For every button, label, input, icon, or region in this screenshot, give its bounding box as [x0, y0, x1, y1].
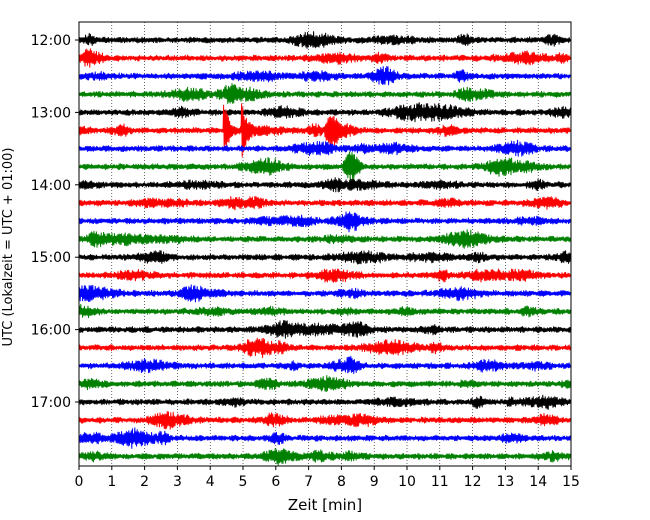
y-tick-label-0: 12:00: [31, 33, 71, 49]
trace-row-4: [78, 102, 571, 123]
trace-row-10: [78, 211, 571, 233]
x-axis-label: Zeit [min]: [288, 496, 362, 514]
trace-row-21: [78, 411, 571, 430]
trace-row-14: [78, 284, 571, 303]
x-tick-label-8: 8: [337, 474, 346, 490]
trace-row-12: [78, 249, 571, 265]
vertical-gridlines: [111, 22, 539, 466]
seismogram-traces: [78, 31, 571, 466]
trace-row-23: [78, 448, 571, 466]
trace-row-5: [78, 103, 571, 158]
x-tick-label-15: 15: [562, 474, 580, 490]
x-axis-ticks: 0 1 2 3 4 5 6 7 8 9 10 11 12 13 14 15: [75, 466, 580, 490]
y-tick-label-3: 15:00: [31, 250, 71, 266]
trace-row-8: [78, 177, 571, 193]
x-tick-label-10: 10: [398, 474, 416, 490]
plot-frame: [78, 21, 572, 467]
x-tick-label-11: 11: [431, 474, 449, 490]
y-tick-label-2: 14:00: [31, 178, 71, 194]
trace-row-13: [78, 268, 571, 283]
x-tick-label-2: 2: [140, 474, 149, 490]
x-tick-label-4: 4: [206, 474, 215, 490]
x-tick-label-6: 6: [271, 474, 280, 490]
x-tick-label-0: 0: [75, 474, 84, 490]
trace-row-18: [78, 355, 571, 374]
trace-row-19: [78, 375, 571, 393]
trace-row-17: [78, 337, 571, 359]
y-tick-label-1: 13:00: [31, 105, 71, 121]
x-tick-label-12: 12: [464, 474, 482, 490]
x-tick-label-1: 1: [107, 474, 116, 490]
x-tick-label-13: 13: [496, 474, 514, 490]
trace-row-6: [78, 139, 571, 157]
x-tick-label-3: 3: [173, 474, 182, 490]
y-axis-label: UTC (Lokalzeit = UTC + 01:00): [1, 148, 16, 347]
y-tick-label-5: 17:00: [31, 395, 71, 411]
trace-row-20: [78, 394, 571, 410]
trace-row-1: [78, 48, 571, 68]
trace-row-15: [78, 303, 571, 319]
y-axis-ticks: 12:00 13:00 14:00 15:00 16:00 17:00: [31, 33, 79, 411]
trace-row-7: [78, 151, 571, 183]
trace-row-2: [78, 66, 571, 86]
trace-row-11: [78, 229, 571, 249]
y-tick-label-4: 16:00: [31, 323, 71, 339]
x-tick-label-5: 5: [239, 474, 248, 490]
x-tick-label-7: 7: [304, 474, 313, 490]
trace-row-0: [78, 31, 571, 49]
trace-row-3: [78, 83, 571, 104]
trace-row-16: [78, 320, 571, 339]
x-tick-label-9: 9: [370, 474, 379, 490]
x-tick-label-14: 14: [529, 474, 547, 490]
trace-row-9: [78, 196, 571, 211]
trace-row-22: [78, 427, 571, 449]
